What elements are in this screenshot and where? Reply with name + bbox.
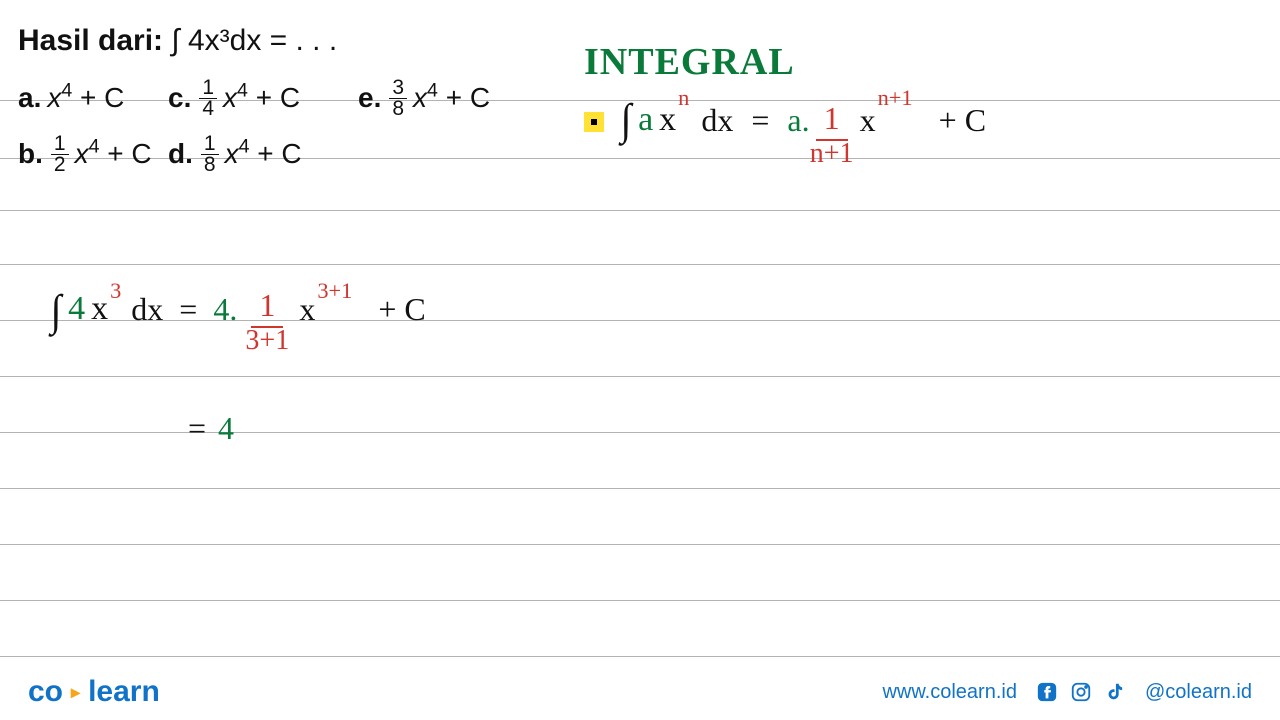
- bullet-icon: [584, 112, 604, 132]
- one-over-work: 1 3+1: [251, 287, 283, 328]
- frac: 18: [201, 134, 219, 175]
- x-var2: x: [860, 102, 876, 139]
- choice-body: x4 + C: [225, 138, 302, 170]
- brand-co: co: [28, 675, 63, 709]
- footer-right: www.colearn.id @colearn.id: [882, 680, 1252, 704]
- choice-label: b.: [18, 138, 43, 170]
- choice-a: a. x4 + C: [18, 70, 168, 126]
- title-prefix: Hasil dari:: [18, 24, 163, 57]
- question-title: Hasil dari: ∫ 4x³dx = . . .: [18, 24, 558, 58]
- formula-title: INTEGRAL: [584, 40, 1264, 84]
- frac: 12: [51, 134, 69, 175]
- work-line-2: = 4: [188, 410, 426, 447]
- dx: dx: [701, 102, 733, 139]
- question-block: Hasil dari: ∫ 4x³dx = . . . a. x4 + C c.…: [18, 24, 558, 182]
- eq: =: [751, 102, 769, 139]
- choice-body: x4 + C: [75, 138, 152, 170]
- brand-learn: learn: [88, 675, 160, 709]
- coef4: 4: [68, 290, 85, 328]
- work-area: ∫ 4 x 3 dx = 4. 1 3+1 x 3+1 + C = 4: [50, 258, 426, 447]
- one-over: 1 n+1: [816, 100, 848, 141]
- instagram-icon: [1069, 680, 1093, 704]
- footer: co ▸ learn www.colearn.id @colearn.id: [0, 664, 1280, 720]
- choice-e: e. 38 x4 + C: [358, 70, 558, 126]
- val4: 4: [218, 410, 234, 447]
- frac: 14: [199, 78, 217, 119]
- x: x: [91, 290, 108, 328]
- eq: =: [179, 291, 197, 328]
- eq2: =: [188, 410, 206, 447]
- choices-grid: a. x4 + C c. 14 x4 + C e. 38 x4 + C b. 1…: [18, 70, 558, 182]
- dx: dx: [131, 291, 163, 328]
- tiktok-icon: [1103, 680, 1127, 704]
- choice-c: c. 14 x4 + C: [168, 70, 358, 126]
- social-icons: [1035, 680, 1127, 704]
- np1-exp: n+1: [878, 85, 913, 111]
- choice-label: a.: [18, 82, 41, 114]
- x2: x: [299, 291, 315, 328]
- work-den: 3+1: [245, 325, 289, 357]
- integral-sign: ∫: [51, 293, 62, 328]
- brand-dot-icon: ▸: [71, 682, 80, 703]
- coef4b: 4.: [213, 291, 237, 328]
- a-var: a: [638, 101, 653, 139]
- plus-c: + C: [939, 102, 986, 139]
- n-exp: n: [678, 85, 689, 111]
- formula-box: INTEGRAL ∫ a x n dx = a. 1 n+1 x n+1 + C: [584, 40, 1264, 150]
- choice-body: x4 + C: [223, 82, 300, 114]
- plus-c-work: + C: [378, 291, 425, 328]
- footer-url: www.colearn.id: [882, 681, 1017, 704]
- choice-body: x4 + C: [47, 82, 124, 114]
- title-integral: ∫ 4x³dx = . . .: [171, 24, 337, 57]
- choice-b: b. 12 x4 + C: [18, 126, 168, 182]
- work-line-1: ∫ 4 x 3 dx = 4. 1 3+1 x 3+1 + C: [50, 258, 426, 328]
- choice-label: e.: [358, 82, 381, 114]
- exp3: 3: [110, 278, 121, 304]
- exp3p1: 3+1: [317, 278, 352, 304]
- a-coef: a.: [787, 102, 809, 139]
- facebook-icon: [1035, 680, 1059, 704]
- brand-logo: co ▸ learn: [28, 675, 160, 709]
- choice-d: d. 18 x4 + C: [168, 126, 358, 182]
- formula-row: ∫ a x n dx = a. 1 n+1 x n+1 + C: [584, 90, 1264, 150]
- choice-body: x4 + C: [413, 82, 490, 114]
- choice-label: c.: [168, 82, 191, 114]
- choice-label: d.: [168, 138, 193, 170]
- x-var: x: [659, 101, 676, 139]
- integral-sign: ∫: [621, 102, 632, 137]
- frac: 38: [389, 78, 407, 119]
- footer-handle: @colearn.id: [1145, 681, 1252, 704]
- formula-den: n+1: [810, 138, 854, 170]
